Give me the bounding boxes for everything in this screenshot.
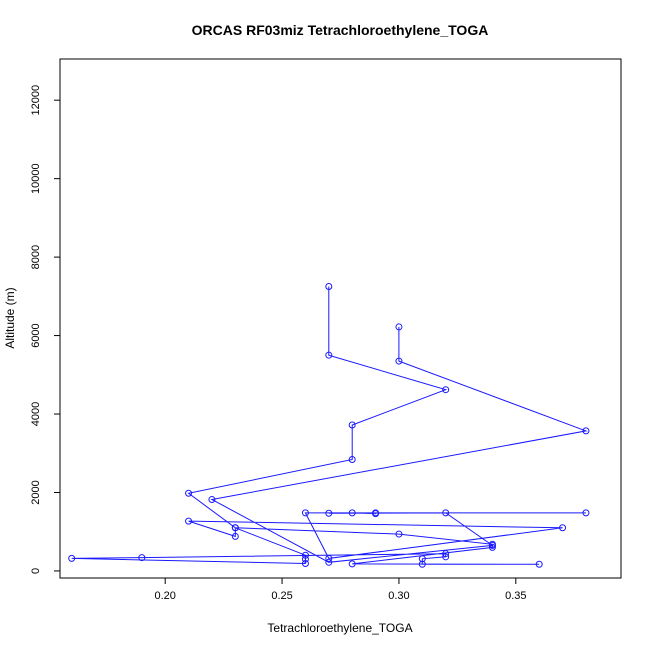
data-point — [348, 509, 356, 517]
series-layer — [68, 283, 590, 568]
data-point — [348, 560, 356, 568]
data-point — [138, 554, 146, 562]
data-point — [325, 283, 333, 291]
data-point — [301, 551, 309, 559]
data-point — [442, 550, 450, 558]
data-point — [559, 524, 567, 532]
x-tick-label: 0.20 — [154, 590, 175, 602]
data-point — [395, 357, 403, 365]
plot-frame — [59, 58, 622, 579]
data-point — [208, 496, 216, 504]
data-point — [418, 560, 426, 568]
data-point — [325, 509, 333, 517]
y-tick-label: 8000 — [30, 245, 42, 269]
x-axis: 0.20 0.25 0.30 0.35 — [154, 578, 527, 602]
x-tick-label: 0.30 — [388, 590, 409, 602]
data-point — [231, 524, 239, 532]
data-point — [535, 560, 543, 568]
data-point — [301, 509, 309, 517]
data-point — [325, 558, 333, 566]
y-axis: 0 2000 4000 6000 8000 10000 12000 — [30, 85, 60, 574]
y-tick-label: 10000 — [30, 163, 42, 194]
data-point — [488, 543, 496, 551]
data-point — [325, 554, 333, 562]
y-tick-label: 6000 — [30, 323, 42, 347]
data-point — [442, 509, 450, 517]
x-axis-label: Tetrachloroethylene_TOGA — [267, 621, 412, 635]
data-point — [348, 421, 356, 429]
y-tick-label: 2000 — [30, 480, 42, 504]
data-point — [231, 532, 239, 540]
data-point — [395, 530, 403, 538]
y-tick-label: 12000 — [30, 85, 42, 116]
data-point — [395, 323, 403, 331]
data-point — [301, 559, 309, 567]
series-line — [71, 286, 588, 565]
data-point — [185, 489, 193, 497]
data-point — [185, 517, 193, 525]
data-point — [442, 553, 450, 561]
data-point — [582, 427, 590, 435]
data-point — [348, 456, 356, 464]
x-tick-label: 0.25 — [271, 590, 292, 602]
data-point — [582, 509, 590, 517]
data-point — [68, 554, 76, 562]
y-tick-label: 4000 — [30, 402, 42, 426]
data-point — [301, 555, 309, 563]
x-tick-label: 0.35 — [505, 590, 526, 602]
data-point — [418, 555, 426, 563]
data-point — [488, 541, 496, 549]
y-tick-label: 0 — [30, 568, 42, 574]
data-point — [442, 386, 450, 394]
chart-title: ORCAS RF03miz Tetrachloroethylene_TOGA — [192, 22, 489, 38]
data-point — [372, 510, 380, 518]
y-axis-label: Altitude (m) — [3, 287, 17, 348]
data-point — [325, 351, 333, 359]
